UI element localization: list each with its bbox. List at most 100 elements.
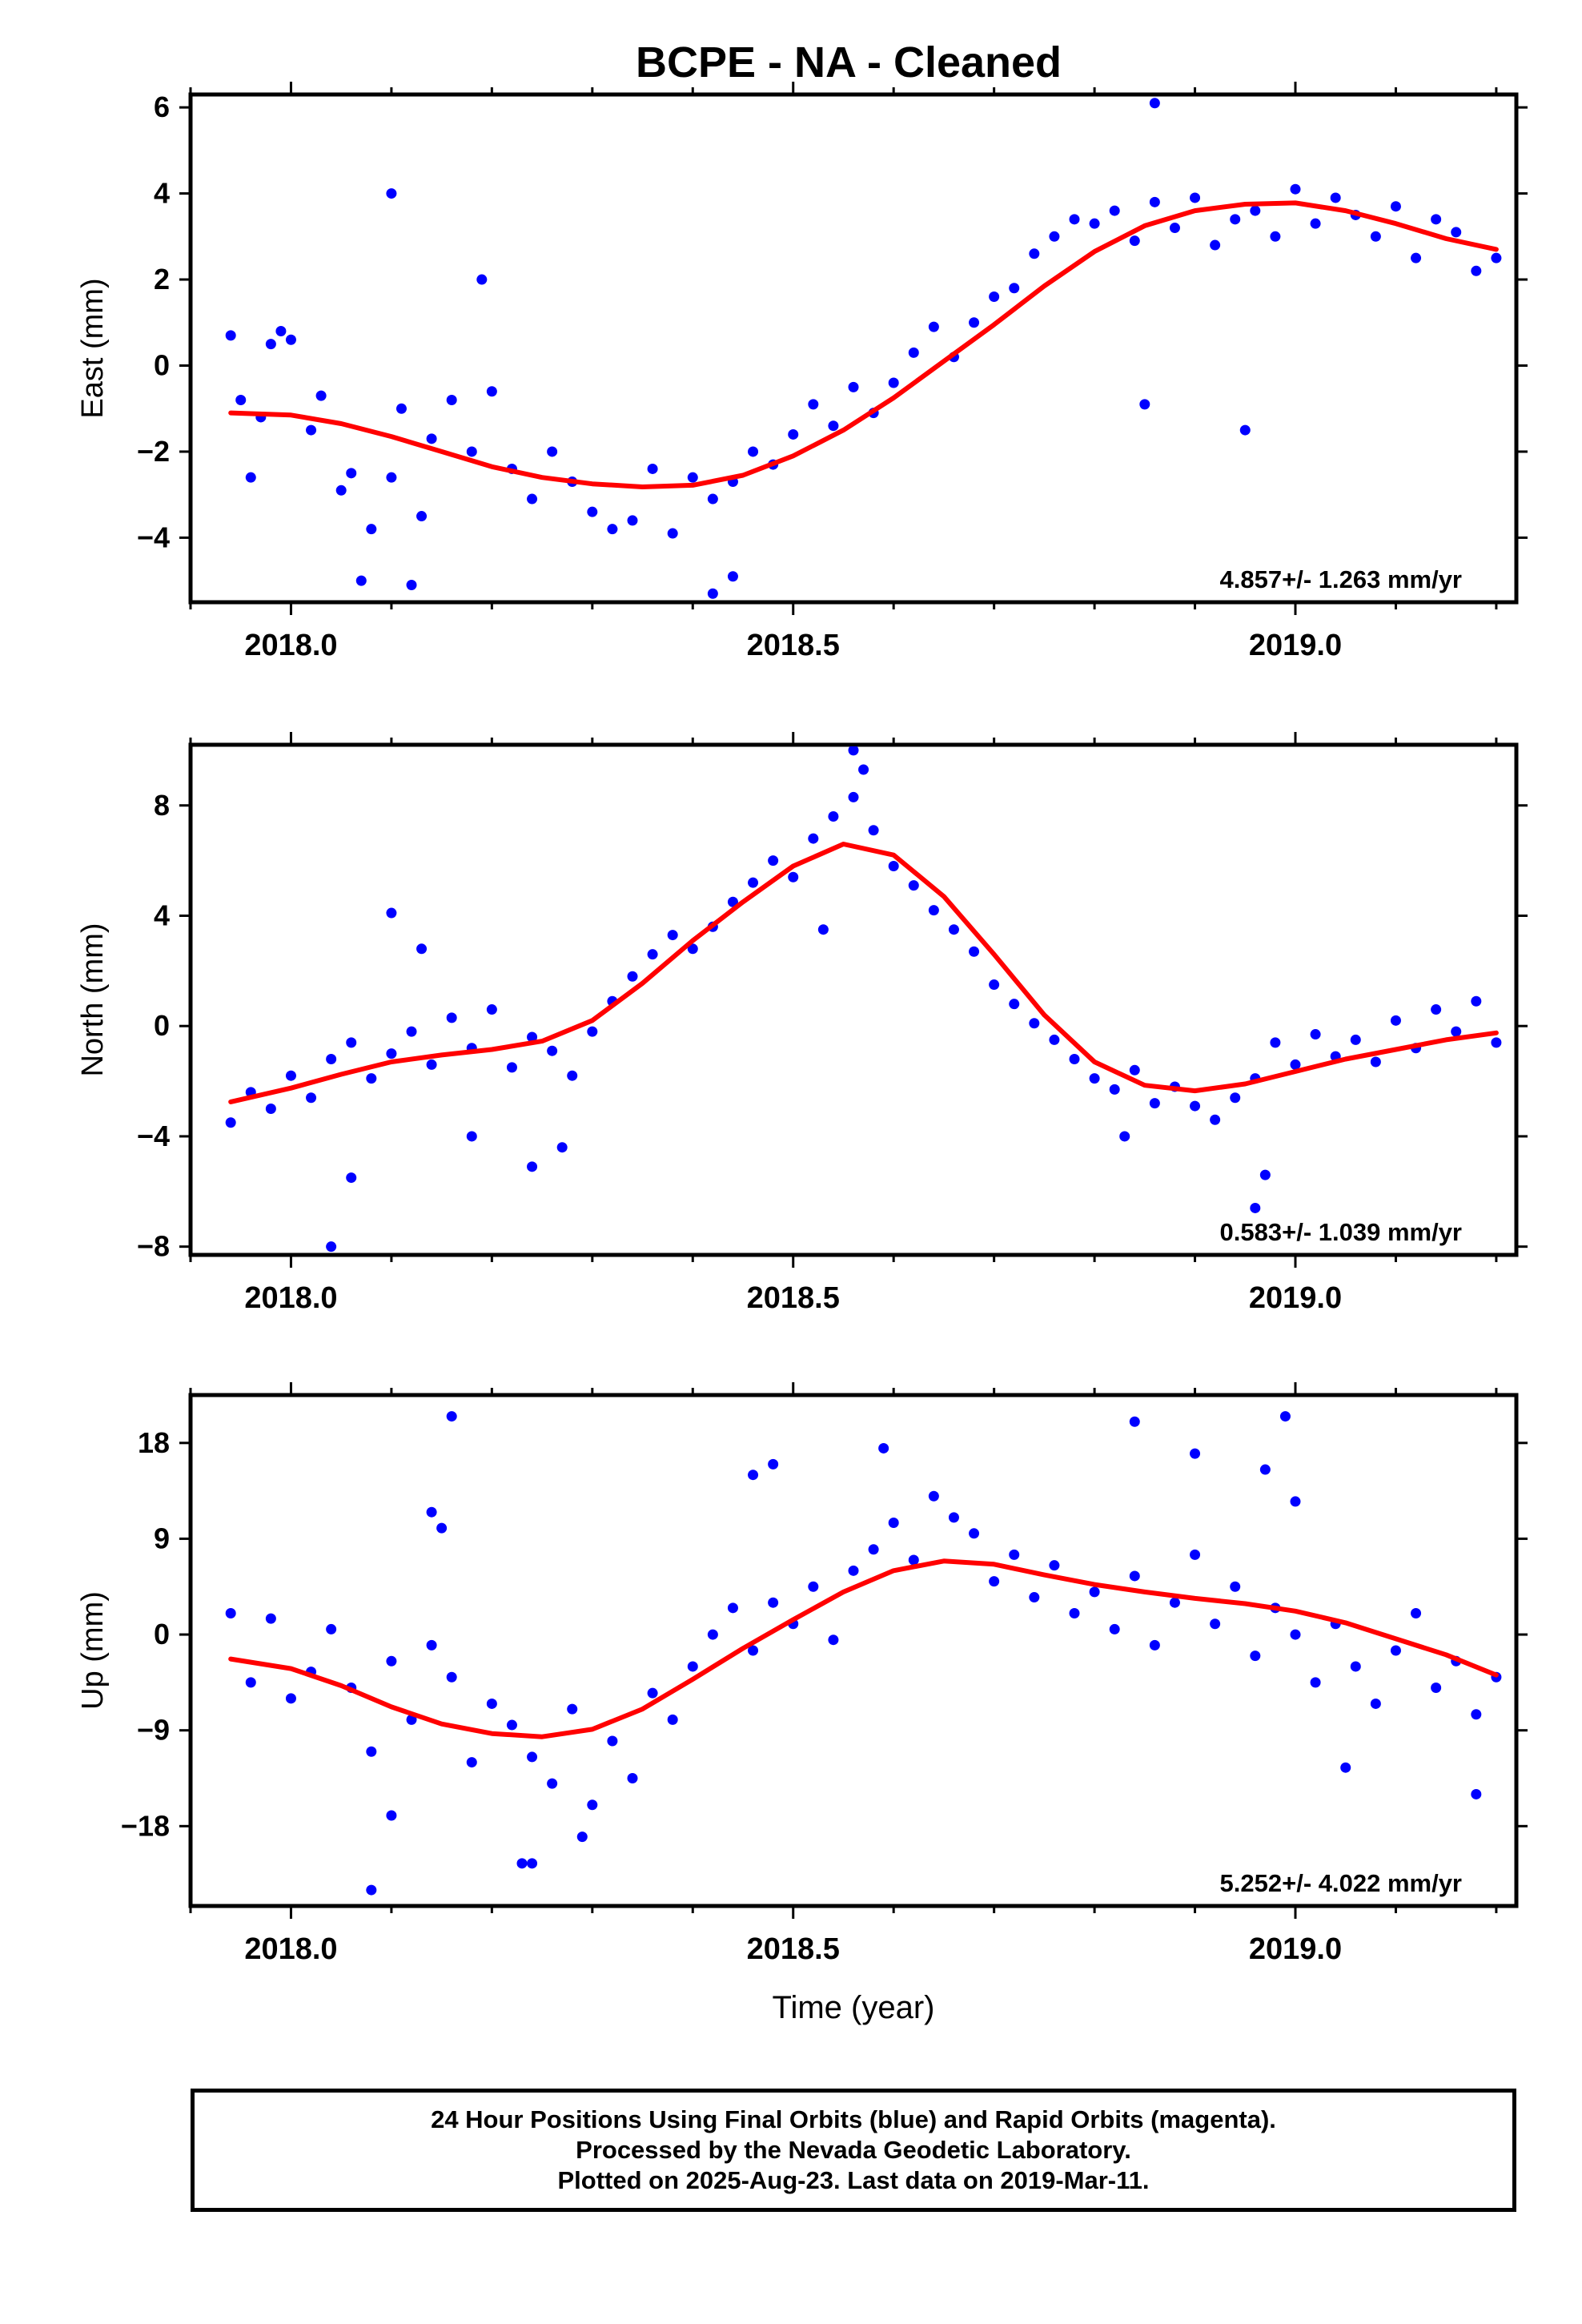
y-tick-label: 9	[154, 1522, 170, 1554]
data-point	[225, 1607, 236, 1618]
data-point	[647, 463, 658, 474]
data-point	[1250, 205, 1261, 216]
data-point	[1370, 1056, 1381, 1068]
data-point	[627, 971, 638, 982]
x-axis-label: Time (year)	[773, 1990, 935, 2025]
data-point	[1431, 214, 1442, 225]
data-point	[1471, 1709, 1482, 1720]
data-point	[1119, 1131, 1130, 1142]
data-point	[1370, 1698, 1381, 1709]
data-point	[647, 1687, 658, 1699]
data-point	[396, 403, 407, 414]
data-point	[1310, 1029, 1321, 1040]
data-point	[527, 1858, 538, 1869]
data-point	[828, 420, 839, 432]
data-point	[306, 1092, 317, 1104]
data-point	[335, 485, 347, 496]
data-point	[989, 1576, 1000, 1587]
data-point	[1239, 424, 1251, 436]
data-point	[1139, 399, 1150, 410]
data-point	[406, 1026, 417, 1037]
data-point	[1109, 1084, 1120, 1095]
y-axis-label: Up (mm)	[76, 1591, 110, 1710]
data-point	[1069, 1607, 1080, 1618]
data-point	[1350, 1034, 1361, 1045]
data-point	[426, 1639, 437, 1651]
y-tick-label: 2	[154, 263, 170, 296]
data-point	[1210, 239, 1221, 251]
data-point	[948, 1512, 959, 1523]
data-point	[1109, 205, 1120, 216]
data-point	[527, 1031, 538, 1043]
data-point	[848, 1565, 859, 1576]
data-point	[527, 1751, 538, 1763]
data-point	[1129, 1570, 1140, 1582]
y-tick-label: 0	[154, 1009, 170, 1042]
y-tick-label: −9	[137, 1714, 170, 1747]
data-point	[989, 979, 1000, 991]
data-point	[366, 1746, 377, 1757]
data-point	[386, 188, 397, 199]
data-point	[1049, 231, 1060, 242]
data-point	[707, 1629, 718, 1640]
data-point	[878, 1442, 889, 1454]
data-point	[1340, 1762, 1351, 1773]
data-point	[707, 588, 718, 599]
y-tick-label: −4	[137, 1120, 170, 1152]
data-point	[969, 946, 980, 957]
data-point	[1431, 1004, 1442, 1015]
data-point	[326, 1623, 337, 1634]
data-point	[366, 1884, 377, 1896]
data-point	[466, 446, 477, 457]
data-point	[315, 390, 327, 401]
data-point	[466, 1757, 477, 1768]
data-point	[1411, 252, 1422, 263]
east-panel: −4 −2 0 2 4 6 2018.0 2018.5 2019.0 East (mm) 4.857…	[76, 82, 1528, 662]
data-point	[1471, 1788, 1482, 1799]
data-point	[1230, 214, 1241, 225]
data-point	[687, 472, 698, 483]
rate-label: 0.583+/- 1.039 mm/yr	[1220, 1218, 1462, 1246]
data-point	[1250, 1202, 1261, 1213]
data-point	[486, 386, 497, 397]
data-point	[1129, 235, 1140, 247]
y-tick-label: 0	[154, 348, 170, 381]
x-tick-label: 2019.0	[1249, 629, 1342, 662]
y-tick-label: −2	[137, 435, 170, 468]
data-point	[768, 1597, 779, 1608]
data-point	[285, 1693, 296, 1704]
data-point	[607, 524, 618, 535]
data-point	[748, 446, 759, 457]
y-axis-label: North (mm)	[76, 923, 110, 1076]
data-point	[1129, 1064, 1140, 1076]
data-point	[245, 1677, 256, 1688]
x-tick-label: 2018.0	[244, 1932, 337, 1966]
y-axis-label: East (mm)	[76, 278, 110, 418]
data-point	[245, 472, 256, 483]
data-point	[1230, 1581, 1241, 1592]
data-point	[547, 1778, 558, 1789]
data-point	[406, 580, 417, 591]
data-point	[386, 1048, 397, 1059]
north-panel: −8 −4 0 4 8 2018.0 2018.5 2019.0 North (mm) 0.583…	[76, 732, 1528, 1315]
y-tick-label: −8	[137, 1230, 170, 1263]
data-point	[848, 746, 859, 756]
data-point	[265, 339, 276, 350]
x-tick-label: 2018.5	[747, 1932, 840, 1966]
data-point	[486, 1004, 497, 1015]
data-point	[285, 334, 296, 345]
data-point	[768, 855, 779, 866]
plot-frame	[188, 1393, 1519, 1908]
data-point	[426, 1506, 437, 1518]
data-point	[607, 1735, 618, 1747]
data-point	[1089, 1586, 1100, 1598]
data-point	[928, 1490, 939, 1502]
data-point	[1491, 1037, 1502, 1048]
data-point	[355, 575, 367, 586]
data-point	[788, 871, 799, 883]
data-point	[506, 1062, 517, 1073]
data-point	[1009, 1549, 1020, 1560]
data-point	[1169, 1597, 1180, 1608]
data-point	[1390, 1645, 1401, 1656]
data-point	[858, 764, 869, 775]
